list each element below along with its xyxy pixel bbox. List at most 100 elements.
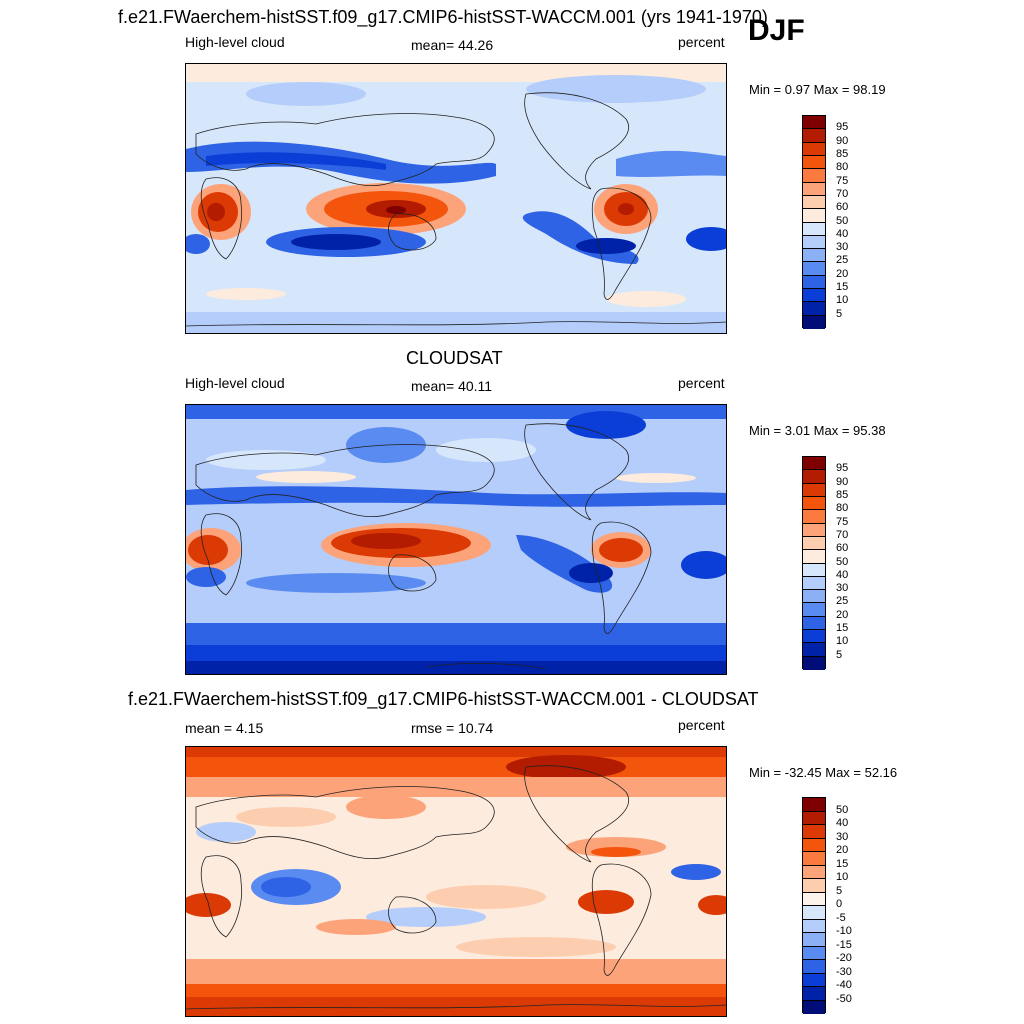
colorbar-tick-label: 75 xyxy=(836,515,849,528)
colorbar-segment xyxy=(803,249,825,263)
panel-1-map xyxy=(185,63,727,334)
colorbar-segment xyxy=(803,302,825,316)
colorbar-tick-label: -15 xyxy=(836,938,852,951)
colorbar-segment xyxy=(803,906,825,920)
colorbar-tick-label: 10 xyxy=(836,871,849,883)
colorbar-tick-label: 10 xyxy=(836,294,849,307)
colorbar-segment xyxy=(803,879,825,893)
colorbar-tick-label: 50 xyxy=(836,214,849,227)
colorbar-segment xyxy=(803,1000,825,1014)
colorbar-tick-label: 95 xyxy=(836,462,849,475)
panel-1-mean-label: mean= 44.26 xyxy=(411,37,494,53)
colorbar-tick-label: -40 xyxy=(836,979,852,991)
panel-3-minmax: Min = -32.45 Max = 52.16 xyxy=(749,765,898,780)
colorbar-tick-label: 30 xyxy=(836,241,849,254)
colorbar-tick-label: 10 xyxy=(836,635,849,648)
colorbar-segment xyxy=(803,643,825,657)
panel-3-units-label: percent xyxy=(678,717,725,733)
colorbar-tick-label: 20 xyxy=(836,608,849,621)
colorbar-tick-label: 50 xyxy=(836,803,849,816)
colorbar-segment xyxy=(803,865,825,879)
panel-1-colorbar xyxy=(802,115,826,329)
colorbar-segment xyxy=(803,195,825,210)
colorbar-segment xyxy=(803,576,825,591)
colorbar-segment xyxy=(803,222,825,236)
colorbar-segment xyxy=(803,960,825,974)
colorbar-segment xyxy=(803,919,825,933)
colorbar-tick-label: 5 xyxy=(836,648,843,661)
colorbar-tick-label: 20 xyxy=(836,844,849,856)
colorbar-tick-label: 60 xyxy=(836,201,849,214)
colorbar-tick-label: 30 xyxy=(836,582,849,595)
colorbar-segment xyxy=(803,590,825,604)
colorbar-segment xyxy=(803,235,825,250)
colorbar-segment xyxy=(803,483,825,497)
colorbar-tick-label: 25 xyxy=(836,254,849,267)
colorbar-segment xyxy=(803,798,825,812)
colorbar-segment xyxy=(803,275,825,290)
colorbar-tick-label: 70 xyxy=(836,187,849,200)
panel-2-colorbar xyxy=(802,456,826,670)
panel-3-colorbar xyxy=(802,797,826,1014)
panel-1-minmax: Min = 0.97 Max = 98.19 xyxy=(749,82,886,97)
season-label: DJF xyxy=(748,14,805,47)
panel-2-map xyxy=(185,404,727,675)
colorbar-tick-label: 40 xyxy=(836,817,849,829)
panel-3-mean-label: mean = 4.15 xyxy=(185,720,264,736)
colorbar-segment xyxy=(803,523,825,537)
colorbar-segment xyxy=(803,510,825,524)
colorbar-tick-label: 85 xyxy=(836,488,849,501)
colorbar-segment xyxy=(803,933,825,947)
colorbar-segment xyxy=(803,496,825,511)
colorbar-segment xyxy=(803,142,825,156)
colorbar-tick-label: -20 xyxy=(836,952,852,964)
colorbar-segment xyxy=(803,315,825,329)
colorbar-tick-label: -10 xyxy=(836,925,852,937)
colorbar-segment xyxy=(803,262,825,276)
colorbar-segment xyxy=(803,470,825,484)
colorbar-tick-label: 50 xyxy=(836,555,849,568)
colorbar-segment xyxy=(803,825,825,839)
colorbar-segment xyxy=(803,182,825,196)
colorbar-tick-label: 75 xyxy=(836,174,849,187)
panel-2-mean-label: mean= 40.11 xyxy=(411,378,493,394)
colorbar-segment xyxy=(803,550,825,564)
colorbar-tick-label: 80 xyxy=(836,161,849,174)
colorbar-segment xyxy=(803,852,825,866)
panel-3-map xyxy=(185,746,727,1017)
colorbar-tick-label: -50 xyxy=(836,992,852,1005)
colorbar-tick-label: 15 xyxy=(836,622,849,635)
colorbar-segment xyxy=(803,987,825,1001)
colorbar-tick-label: 20 xyxy=(836,267,849,280)
colorbar-tick-label: 25 xyxy=(836,595,849,608)
panel-2-minmax: Min = 3.01 Max = 95.38 xyxy=(749,423,886,438)
panel-2-units-label: percent xyxy=(678,375,725,391)
colorbar-segment xyxy=(803,169,825,183)
panel-1-units-label: percent xyxy=(678,34,725,50)
panel-2-variable-label: High-level cloud xyxy=(185,375,285,391)
panel-1-variable-label: High-level cloud xyxy=(185,34,285,50)
colorbar-tick-label: 15 xyxy=(836,281,849,294)
colorbar-tick-label: 30 xyxy=(836,830,849,843)
colorbar-tick-label: -30 xyxy=(836,965,852,978)
colorbar-segment xyxy=(803,155,825,170)
colorbar-segment xyxy=(803,289,825,303)
colorbar-tick-label: 95 xyxy=(836,121,849,134)
colorbar-segment xyxy=(803,973,825,987)
colorbar-segment xyxy=(803,946,825,960)
colorbar-segment xyxy=(803,811,825,825)
colorbar-tick-label: 85 xyxy=(836,147,849,160)
colorbar-tick-label: 40 xyxy=(836,568,849,581)
colorbar-tick-label: 70 xyxy=(836,528,849,541)
colorbar-segment xyxy=(803,129,825,143)
panel-2-title: CLOUDSAT xyxy=(406,348,503,368)
colorbar-segment xyxy=(803,209,825,223)
colorbar-segment xyxy=(803,457,825,471)
colorbar-tick-label: 90 xyxy=(836,134,849,147)
colorbar-segment xyxy=(803,892,825,906)
colorbar-segment xyxy=(803,536,825,551)
panel-1-title: f.e21.FWaerchem-histSST.f09_g17.CMIP6-hi… xyxy=(118,7,768,27)
colorbar-tick-label: 40 xyxy=(836,227,849,240)
panel-3-title: f.e21.FWaerchem-histSST.f09_g17.CMIP6-hi… xyxy=(128,689,759,709)
colorbar-segment xyxy=(803,116,825,130)
